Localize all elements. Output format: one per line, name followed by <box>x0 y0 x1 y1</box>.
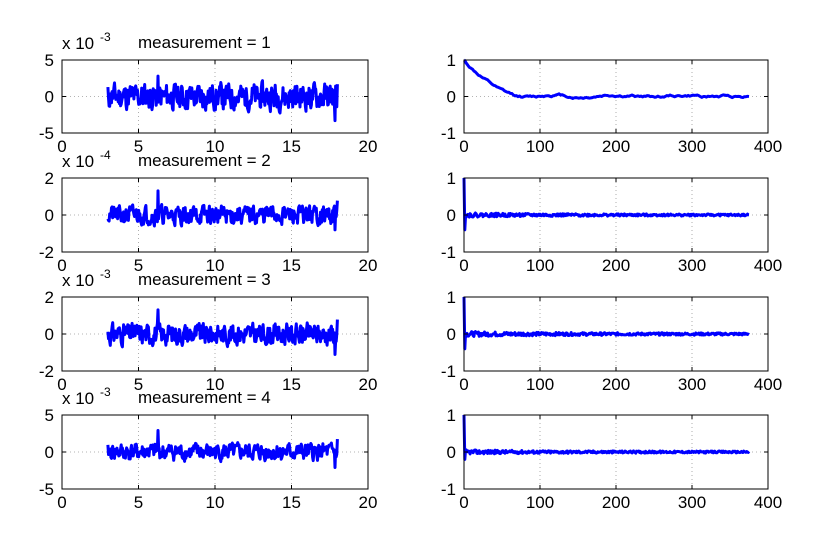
x-tick-label: 5 <box>134 375 143 394</box>
y-tick-label: -1 <box>441 362 456 381</box>
y-tick-label: -2 <box>39 362 54 381</box>
y-tick-label: 0 <box>447 206 456 225</box>
x-tick-label: 10 <box>206 256 225 275</box>
y-tick-label: -1 <box>441 480 456 499</box>
x-tick-label: 15 <box>282 493 301 512</box>
x-tick-label: 200 <box>602 137 630 156</box>
y-tick-label: 0 <box>447 325 456 344</box>
x-tick-label: 5 <box>134 256 143 275</box>
exponent-power: -3 <box>100 385 111 399</box>
y-tick-label: -5 <box>39 480 54 499</box>
exponent-power: -3 <box>100 267 111 281</box>
x-tick-label: 200 <box>602 375 630 394</box>
x-tick-label: 0 <box>459 137 468 156</box>
exponent-label: x 10 <box>62 152 94 171</box>
exponent-label: x 10 <box>62 271 94 290</box>
x-tick-label: 10 <box>206 137 225 156</box>
x-tick-label: 20 <box>359 493 378 512</box>
x-tick-label: 15 <box>282 137 301 156</box>
series-line <box>106 308 339 356</box>
series-line <box>463 58 750 100</box>
y-tick-label: 5 <box>45 406 54 425</box>
y-tick-label: -1 <box>441 124 456 143</box>
y-tick-label: 1 <box>447 169 456 188</box>
x-tick-label: 200 <box>602 256 630 275</box>
x-tick-label: 100 <box>526 256 554 275</box>
subplot-title: measurement = 2 <box>138 151 271 170</box>
y-tick-label: 0 <box>447 443 456 462</box>
series-line <box>462 296 750 351</box>
x-tick-label: 100 <box>526 493 554 512</box>
exponent-label: x 10 <box>62 389 94 408</box>
y-tick-label: -2 <box>39 243 54 262</box>
x-tick-label: 10 <box>206 493 225 512</box>
subplot-title: measurement = 1 <box>138 33 271 52</box>
y-tick-label: 0 <box>45 206 54 225</box>
x-tick-label: 200 <box>602 493 630 512</box>
y-tick-label: 1 <box>447 51 456 70</box>
y-tick-label: 1 <box>447 406 456 425</box>
x-tick-label: 15 <box>282 375 301 394</box>
y-tick-label: 0 <box>45 443 54 462</box>
y-tick-label: 2 <box>45 169 54 188</box>
series-line <box>106 429 339 469</box>
x-tick-label: 400 <box>754 256 782 275</box>
x-tick-label: 5 <box>134 493 143 512</box>
x-tick-label: 100 <box>526 375 554 394</box>
x-tick-label: 0 <box>57 137 66 156</box>
x-tick-label: 20 <box>359 256 378 275</box>
x-tick-label: 0 <box>459 375 468 394</box>
exponent-power: -3 <box>100 30 111 44</box>
x-tick-label: 10 <box>206 375 225 394</box>
x-tick-label: 15 <box>282 256 301 275</box>
subplot-title: measurement = 4 <box>138 388 271 407</box>
x-tick-label: 0 <box>459 256 468 275</box>
x-tick-label: 20 <box>359 375 378 394</box>
x-tick-label: 0 <box>459 493 468 512</box>
x-tick-label: 400 <box>754 493 782 512</box>
y-tick-label: 1 <box>447 288 456 307</box>
x-tick-label: 0 <box>57 256 66 275</box>
x-tick-label: 300 <box>678 493 706 512</box>
y-tick-label: -5 <box>39 124 54 143</box>
subplot-title: measurement = 3 <box>138 270 271 289</box>
x-tick-label: 5 <box>134 137 143 156</box>
x-tick-label: 400 <box>754 137 782 156</box>
exponent-label: x 10 <box>62 34 94 53</box>
x-tick-label: 100 <box>526 137 554 156</box>
y-tick-label: 0 <box>447 88 456 107</box>
series-line <box>462 414 751 461</box>
series-line <box>106 74 339 123</box>
series-line <box>106 189 339 232</box>
exponent-power: -4 <box>100 148 111 162</box>
y-tick-label: 0 <box>45 88 54 107</box>
x-tick-label: 300 <box>678 375 706 394</box>
x-tick-label: 0 <box>57 375 66 394</box>
y-tick-label: 0 <box>45 325 54 344</box>
x-tick-label: 300 <box>678 256 706 275</box>
x-tick-label: 300 <box>678 137 706 156</box>
x-tick-label: 400 <box>754 375 782 394</box>
y-tick-label: 2 <box>45 288 54 307</box>
y-tick-label: -1 <box>441 243 456 262</box>
y-tick-label: 5 <box>45 51 54 70</box>
series-line <box>462 177 750 232</box>
x-tick-label: 0 <box>57 493 66 512</box>
x-tick-label: 20 <box>359 137 378 156</box>
